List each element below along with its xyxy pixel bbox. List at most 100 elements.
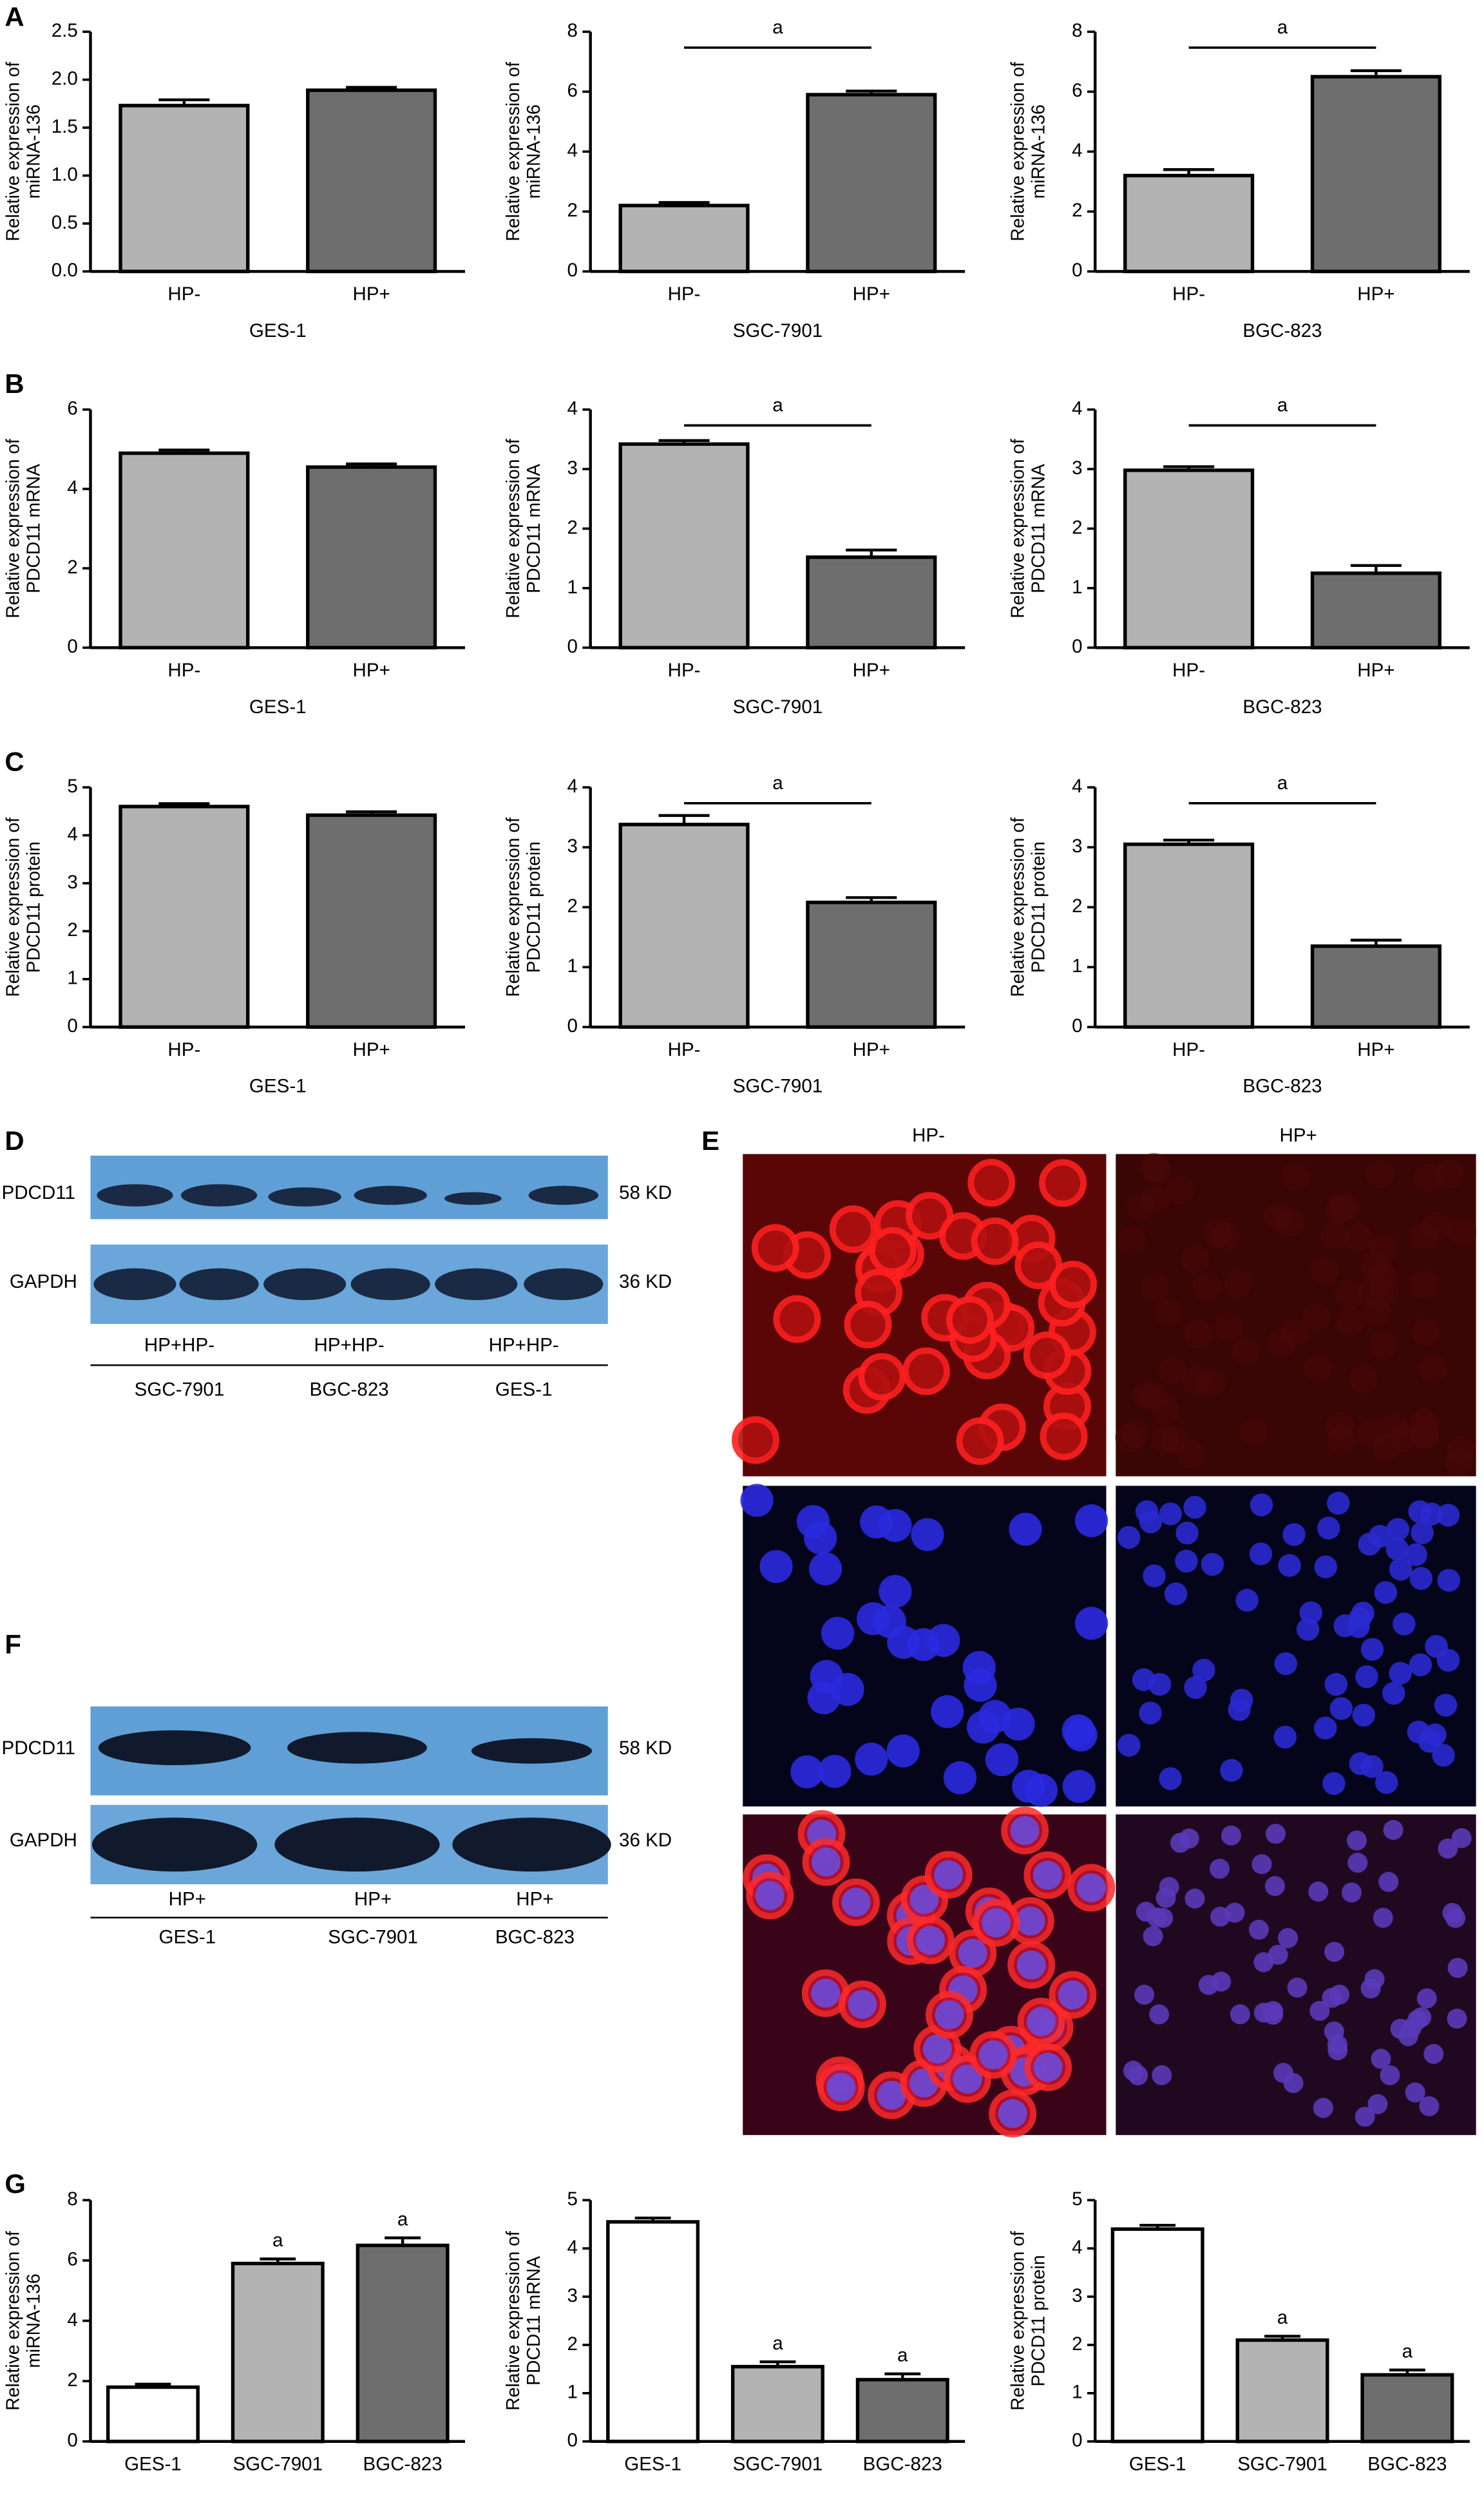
y-tick-label: 2 <box>567 895 578 917</box>
nucleus <box>1436 1504 1460 1527</box>
nucleus <box>1419 2096 1440 2116</box>
nucleus <box>1134 1984 1155 2005</box>
y-tick-label: 1 <box>567 577 578 598</box>
bar <box>119 104 250 274</box>
bar <box>306 465 437 650</box>
y-axis-label: Relative expression of <box>1007 439 1028 618</box>
y-tick-label: 4 <box>567 2237 578 2258</box>
nucleus <box>978 1699 1012 1733</box>
y-tick-label: 6 <box>567 80 578 101</box>
nucleus <box>1405 2082 1425 2103</box>
y-tick-label: 4 <box>567 398 578 419</box>
bar <box>730 2364 824 2444</box>
y-tick-label: 4 <box>1072 2237 1082 2258</box>
nucleus <box>1408 1500 1431 1524</box>
nucleus <box>1385 1537 1409 1561</box>
nucleus <box>855 1743 888 1776</box>
cell <box>1411 1318 1440 1347</box>
nucleus <box>856 1602 890 1636</box>
significance-label: a <box>1277 2307 1288 2328</box>
nucleus <box>1265 1823 1286 1844</box>
bar <box>306 813 437 1029</box>
nucleus <box>831 1672 864 1707</box>
cell <box>1165 1175 1195 1205</box>
panel-label: F <box>5 1629 21 1659</box>
nucleus <box>1117 1526 1141 1549</box>
y-axis-label: Relative expression of <box>1007 62 1028 242</box>
cell <box>1040 1412 1088 1460</box>
y-tick-label: 0.0 <box>52 260 78 281</box>
y-axis-label: Relative expression of <box>3 818 24 997</box>
x-tick-label: HP- <box>668 1039 701 1060</box>
cell <box>1039 1159 1087 1207</box>
nucleus <box>923 2034 952 2063</box>
nucleus <box>1076 1873 1106 1902</box>
cell <box>967 1158 1016 1207</box>
y-tick-label: 2 <box>1072 2333 1082 2355</box>
x-tick-label: HP+ <box>853 283 890 305</box>
nucleus <box>1411 1521 1434 1544</box>
cell <box>1023 1331 1071 1379</box>
cell <box>1192 1272 1222 1301</box>
nucleus <box>1278 1554 1301 1577</box>
blot-strip <box>90 1244 608 1325</box>
nucleus <box>964 1669 997 1702</box>
cell <box>829 1205 877 1254</box>
nucleus <box>1062 1770 1096 1803</box>
y-tick-label: 3 <box>1072 457 1082 479</box>
nucleus <box>1373 1908 1393 1928</box>
blot-row-label: GAPDH <box>10 1830 77 1851</box>
y-tick-label: 2 <box>567 200 578 221</box>
nucleus <box>1347 1852 1368 1873</box>
nucleus <box>1409 1567 1433 1590</box>
column-label: HP- <box>912 1125 945 1146</box>
nucleus <box>1355 1665 1378 1689</box>
y-tick-label: 6 <box>67 398 77 419</box>
lane-label: HP+ <box>354 1888 392 1909</box>
significance-label: a <box>897 2345 908 2366</box>
nucleus <box>826 2072 856 2102</box>
x-tick-label: HP+ <box>352 1039 390 1060</box>
y-tick-label: 4 <box>67 477 77 499</box>
group-label: BGC-823 <box>310 1379 389 1400</box>
x-tick-label: HP- <box>668 283 701 305</box>
nucleus <box>1407 1720 1431 1744</box>
nucleus <box>1248 1919 1269 1940</box>
y-axis-label: PDCD11 protein <box>524 841 544 973</box>
y-tick-label: 2 <box>1072 517 1082 538</box>
nucleus <box>1358 1533 1381 1556</box>
x-tick-label: HP- <box>1172 660 1205 681</box>
x-axis-label: BGC-823 <box>1242 696 1322 718</box>
nucleus <box>1164 1582 1188 1605</box>
nucleus <box>943 1761 977 1795</box>
x-tick-label: HP- <box>668 660 701 681</box>
nucleus <box>998 2099 1027 2129</box>
group-label: BGC-823 <box>495 1926 575 1947</box>
bar <box>806 901 937 1029</box>
nucleus <box>1447 2008 1467 2029</box>
nucleus <box>1156 1888 1176 1908</box>
nucleus <box>1228 1698 1251 1721</box>
nucleus <box>808 1552 842 1585</box>
lane-label: HP+ <box>169 1888 206 1909</box>
blot-size-label: 58 KD <box>619 1737 672 1759</box>
y-tick-label: 3 <box>1072 2285 1082 2306</box>
cell <box>1141 1184 1170 1214</box>
x-tick-label: HP+ <box>1357 283 1394 305</box>
x-axis-label: BGC-823 <box>1242 1076 1322 1097</box>
nucleus <box>1324 1672 1348 1696</box>
lane-label: HP+ <box>516 1888 553 1909</box>
bar <box>119 451 250 650</box>
y-tick-label: 2.0 <box>52 68 78 90</box>
nucleus <box>1230 2004 1250 2025</box>
nucleus <box>1016 1950 1046 1980</box>
y-tick-label: 6 <box>67 2249 77 2270</box>
y-axis-label: PDCD11 protein <box>24 841 44 973</box>
nucleus <box>1351 1602 1375 1625</box>
cell <box>1349 1364 1378 1393</box>
cell <box>1184 1319 1213 1349</box>
y-axis-label: miRNA-136 <box>1028 104 1049 198</box>
cell <box>1214 1313 1243 1342</box>
y-axis-label: Relative expression of <box>3 2231 24 2411</box>
